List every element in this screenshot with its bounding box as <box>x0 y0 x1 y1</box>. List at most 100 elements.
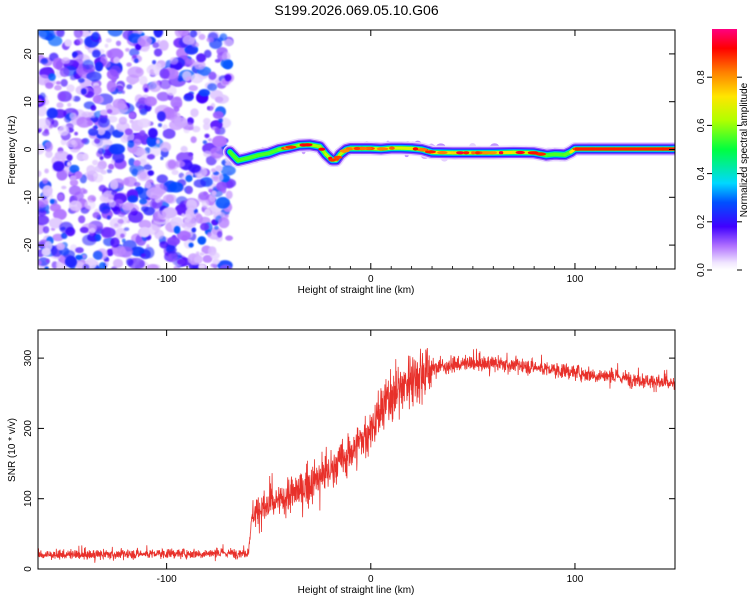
noise-blob <box>158 40 169 51</box>
noise-blob <box>202 254 213 263</box>
noise-blob <box>69 179 79 187</box>
noise-blob <box>132 138 142 146</box>
noise-blob <box>218 217 230 229</box>
noise-blob <box>214 225 219 230</box>
noise-blob <box>76 68 82 74</box>
noise-blob <box>139 75 148 86</box>
noise-blob <box>149 69 154 75</box>
noise-blob <box>190 136 197 144</box>
noise-blob <box>139 108 148 116</box>
noise-blob <box>92 94 101 104</box>
spectrogram-noise-layer <box>38 30 236 269</box>
y-tick-label: -10 <box>23 190 34 205</box>
noise-blob <box>159 241 169 249</box>
ridge-segment <box>256 151 271 157</box>
noise-blob <box>211 190 217 196</box>
noise-blob <box>194 212 201 218</box>
noise-blob <box>44 266 49 269</box>
noise-blob <box>209 146 225 159</box>
noise-blob <box>208 71 217 81</box>
noise-blob <box>101 227 116 238</box>
noise-blob <box>106 169 113 174</box>
noise-blob <box>78 215 86 224</box>
noise-blob <box>89 227 96 234</box>
ridge-strong-band <box>575 147 675 151</box>
y-tick-label: 200 <box>23 420 34 437</box>
ridge-peak <box>357 146 368 151</box>
noise-blob <box>198 89 210 97</box>
noise-blob <box>203 117 211 125</box>
snr-y-axis-label: SNR (10 * v/v) <box>7 418 18 482</box>
noise-blob <box>127 195 139 203</box>
noise-blob <box>80 88 87 95</box>
colorbar-tick-label: 0.4 <box>696 166 707 180</box>
snr-series-line <box>38 348 675 563</box>
noise-blob <box>64 255 78 268</box>
noise-blob <box>77 77 85 83</box>
noise-blob <box>219 33 228 41</box>
noise-blob <box>80 30 90 38</box>
noise-blob <box>214 127 221 135</box>
ridge-peak <box>302 143 313 147</box>
noise-blob <box>91 31 99 41</box>
noise-blob <box>83 113 89 118</box>
ridge-peak <box>412 147 419 151</box>
ridge-segment <box>552 152 567 157</box>
noise-blob <box>121 90 125 94</box>
noise-blob <box>183 93 194 102</box>
noise-blob <box>162 124 168 130</box>
noise-blob <box>171 169 179 175</box>
noise-blob <box>81 138 88 144</box>
y-tick-label: 300 <box>23 349 34 366</box>
noise-blob <box>212 176 219 181</box>
x-tick-label: -100 <box>157 274 177 285</box>
noise-blob <box>134 182 141 187</box>
noise-blob <box>123 227 130 232</box>
noise-blob <box>203 49 212 59</box>
noise-blob <box>132 54 137 59</box>
noise-blob <box>40 58 49 65</box>
noise-blob <box>79 187 86 195</box>
ridge-peak <box>424 150 436 154</box>
noise-blob <box>99 109 109 116</box>
noise-blob <box>144 96 157 107</box>
noise-blob <box>191 227 197 233</box>
noise-blob <box>44 141 53 153</box>
noise-blob <box>183 213 192 223</box>
noise-blob <box>140 253 146 258</box>
noise-blob <box>127 66 144 78</box>
noise-blob <box>204 208 212 217</box>
noise-blob <box>168 251 178 262</box>
snr-series-layer <box>38 348 675 563</box>
noise-blob <box>75 247 84 254</box>
noise-blob <box>112 258 124 268</box>
noise-blob <box>170 96 183 109</box>
noise-blob <box>114 223 119 227</box>
noise-blob <box>185 58 195 65</box>
noise-blob <box>69 200 82 211</box>
noise-blob <box>139 130 146 136</box>
noise-blob <box>120 233 125 238</box>
colorbar-tick-label: 0.2 <box>696 214 707 228</box>
noise-blob <box>61 57 71 65</box>
noise-blob <box>156 139 160 144</box>
noise-blob <box>152 60 157 65</box>
noise-blob <box>70 75 77 81</box>
noise-blob <box>153 210 167 220</box>
noise-blob <box>103 60 111 68</box>
noise-blob <box>82 264 90 269</box>
chart-title: S199.2026.069.05.10.G06 <box>274 2 439 18</box>
noise-blob <box>155 62 162 70</box>
noise-blob <box>82 64 96 73</box>
noise-blob <box>61 185 67 190</box>
noise-blob <box>198 191 210 201</box>
noise-blob <box>185 174 193 183</box>
noise-blob <box>157 123 163 128</box>
ridge-peak <box>471 151 476 155</box>
ridge-peak <box>479 151 492 155</box>
noise-blob <box>106 109 113 114</box>
noise-blob <box>143 164 152 171</box>
noise-blob <box>153 48 163 57</box>
noise-blob <box>139 159 147 167</box>
noise-blob <box>48 217 63 229</box>
